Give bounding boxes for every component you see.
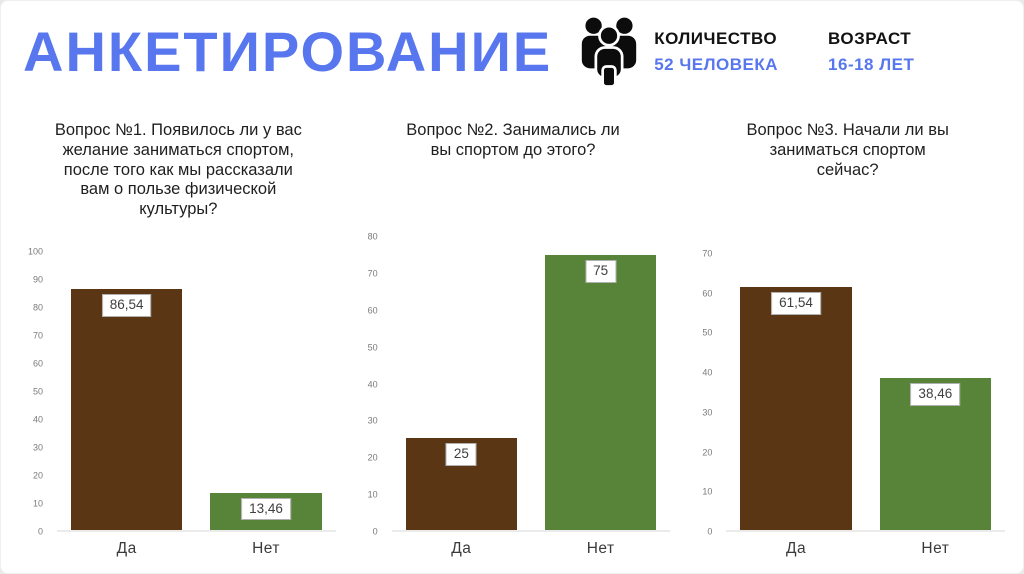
y-axis-tick-label: 30 xyxy=(367,415,378,426)
y-axis-tick-label: 10 xyxy=(32,498,43,509)
x-axis-labels: Да Нет xyxy=(726,540,1005,558)
x-axis-category-label: Да xyxy=(116,540,137,557)
bar-value-label: 86,54 xyxy=(101,294,152,317)
bar-value-label: 61,54 xyxy=(771,292,821,315)
y-axis-tick-label: 70 xyxy=(32,330,43,341)
bar-нет: 13,46 xyxy=(210,492,322,530)
y-axis-tick-label: 100 xyxy=(27,246,43,257)
y-axis-tick-label: 20 xyxy=(367,452,378,463)
bar-да: 86,54 xyxy=(70,289,183,530)
chart-question-text: Вопрос №3. Начали ли вы заниматься спорт… xyxy=(746,121,949,179)
x-axis-labels: Да Нет xyxy=(57,540,336,558)
stat-value: 52 ЧЕЛОВЕКА xyxy=(654,55,779,74)
y-axis-tick-label: 40 xyxy=(367,379,378,389)
bars-area: 25 75 xyxy=(391,237,671,532)
header: АНКЕТИРОВАНИЕ КОЛИЧЕСТВО 52 ЧЕЛОВ xyxy=(1,1,1023,103)
y-axis-tick-label: 20 xyxy=(32,470,43,481)
chart-question-1: Вопрос №1. Появилось ли у вас желание за… xyxy=(11,113,346,558)
y-axis-tick-label: 70 xyxy=(702,248,713,259)
page-title: АНКЕТИРОВАНИЕ xyxy=(23,20,553,83)
bar-value-label: 75 xyxy=(585,260,617,283)
x-axis-category-label: Нет xyxy=(586,540,615,557)
y-axis-tick-label: 10 xyxy=(367,489,378,500)
bars-area: 86,54 13,46 xyxy=(57,252,336,532)
y-axis-tick-label: 0 xyxy=(707,526,713,537)
x-axis-category-label: Да xyxy=(785,540,807,557)
y-axis-tick-label: 50 xyxy=(32,386,43,397)
people-group-icon xyxy=(580,15,638,89)
y-axis-tick-label: 30 xyxy=(32,442,43,453)
y-axis-tick-label: 10 xyxy=(702,486,713,497)
y-axis-tick-label: 20 xyxy=(702,447,713,458)
bar-нет: 75 xyxy=(544,255,657,530)
x-axis-category-label: Нет xyxy=(921,540,950,557)
bar-да: 25 xyxy=(405,438,518,530)
y-axis-tick-label: 40 xyxy=(32,414,43,425)
charts-row: Вопрос №1. Появилось ли у вас желание за… xyxy=(1,103,1023,558)
bar-chart-plot: 0 10 20 30 40 50 60 70 61,54 38,46 xyxy=(680,249,1015,536)
bar-нет: 38,46 xyxy=(879,378,992,530)
y-axis-tick-label: 0 xyxy=(372,526,378,537)
x-axis-category-label: Нет xyxy=(252,540,280,557)
y-axis-tick-label: 80 xyxy=(32,302,43,313)
y-axis-tick-label: 50 xyxy=(702,327,713,338)
bar-value-label: 38,46 xyxy=(910,383,961,406)
y-axis-tick-label: 60 xyxy=(367,305,378,316)
y-axis-tick-label: 50 xyxy=(367,342,378,353)
chart-question-3: Вопрос №3. Начали ли вы заниматься спорт… xyxy=(680,113,1015,558)
chart-question-2: Вопрос №2. Занимались ли вы спортом до э… xyxy=(346,113,681,558)
y-axis: 0 10 20 30 40 50 60 70 80 90 100 xyxy=(11,247,55,536)
stat-value: 16-18 ЛЕТ xyxy=(828,55,915,74)
bars-area: 61,54 38,46 xyxy=(726,254,1006,532)
y-axis-tick-label: 40 xyxy=(702,367,713,378)
header-stats: КОЛИЧЕСТВО 52 ЧЕЛОВЕКА ВОЗРАСТ 16-18 ЛЕТ xyxy=(654,29,914,75)
stat-block-age: ВОЗРАСТ 16-18 ЛЕТ xyxy=(828,29,914,75)
bar-да: 61,54 xyxy=(740,287,852,530)
y-axis-tick-label: 60 xyxy=(32,358,43,369)
chart-question-text: Вопрос №2. Занимались ли вы спортом до э… xyxy=(406,121,620,159)
y-axis-tick-label: 60 xyxy=(702,288,713,299)
y-axis-tick-label: 30 xyxy=(702,407,713,418)
y-axis-tick-label: 80 xyxy=(367,231,378,242)
y-axis-tick-label: 0 xyxy=(37,526,43,537)
chart-question-text: Вопрос №1. Появилось ли у вас желание за… xyxy=(54,121,302,219)
stat-label: КОЛИЧЕСТВО xyxy=(654,29,778,48)
stat-label: ВОЗРАСТ xyxy=(828,29,912,48)
y-axis-tick-label: 70 xyxy=(367,268,378,279)
bar-value-label: 25 xyxy=(445,443,477,466)
x-axis-category-label: Да xyxy=(451,540,472,557)
y-axis: 0 10 20 30 40 50 60 70 80 xyxy=(346,232,390,536)
x-axis-labels: Да Нет xyxy=(392,540,671,558)
bar-chart-plot: 0 10 20 30 40 50 60 70 80 90 100 86,54 13,46 xyxy=(11,247,346,536)
bar-value-label: 13,46 xyxy=(241,497,291,521)
y-axis-tick-label: 90 xyxy=(32,274,43,285)
y-axis: 0 10 20 30 40 50 60 70 xyxy=(680,249,724,536)
bar-chart-plot: 0 10 20 30 40 50 60 70 80 25 75 xyxy=(346,232,681,536)
stat-block-count: КОЛИЧЕСТВО 52 ЧЕЛОВЕКА xyxy=(654,29,778,75)
